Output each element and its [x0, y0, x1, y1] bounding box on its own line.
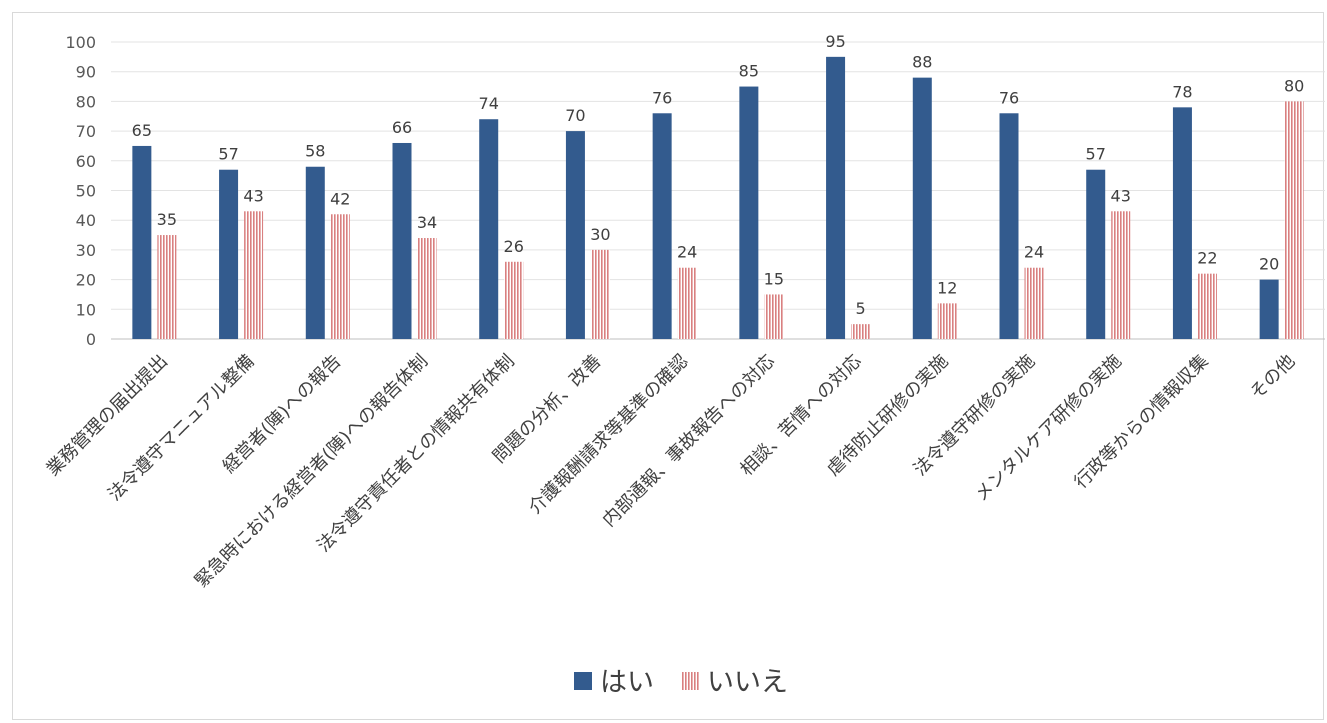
- data-label: 65: [132, 121, 152, 140]
- data-label: 43: [243, 186, 263, 205]
- bar-hai: [305, 166, 325, 339]
- bar-iie: [851, 324, 871, 339]
- data-label: 57: [1086, 145, 1106, 164]
- x-category-label: 内部通報、事故報告への対応: [599, 351, 779, 531]
- bar-iie: [1111, 211, 1131, 339]
- data-label: 34: [417, 213, 437, 232]
- data-label: 66: [392, 118, 412, 137]
- legend-swatch-iie: [681, 672, 699, 690]
- data-label: 76: [999, 88, 1019, 107]
- y-axis-ticks: 0 10 20 30 40 50 60 70 80 90 100: [65, 33, 96, 349]
- y-tick-label: 40: [76, 211, 96, 230]
- bar-iie: [504, 261, 524, 339]
- data-label: 22: [1197, 249, 1217, 268]
- data-label: 15: [764, 269, 784, 288]
- bar-iie: [330, 214, 350, 339]
- bar-hai: [565, 131, 585, 339]
- bar-hai: [479, 119, 499, 339]
- bar-iie: [1024, 267, 1044, 339]
- data-label: 24: [1024, 243, 1044, 262]
- bar-iie: [590, 249, 610, 339]
- data-label: 12: [937, 278, 957, 297]
- data-label: 58: [305, 142, 325, 161]
- y-tick-label: 30: [76, 241, 96, 260]
- y-tick-label: 50: [76, 182, 96, 201]
- bar-iie: [937, 303, 957, 339]
- bar-iie: [157, 235, 177, 339]
- bar-hai: [132, 145, 152, 339]
- legend-swatch-hai: [574, 672, 592, 690]
- data-label: 30: [590, 225, 610, 244]
- chart-frame: 0 10 20 30 40 50 60 70 80 90 100 65 35 57 43 58 42 66 34 7…: [12, 12, 1325, 720]
- bar-hai: [1259, 279, 1279, 339]
- data-labels: 65 35 57 43 58 42 66 34 74 26 70 30 76 24 85 15 95 5 88 12 7…: [132, 32, 1305, 318]
- bar-hai: [912, 77, 932, 339]
- data-label: 20: [1259, 255, 1279, 274]
- bar-hai: [219, 169, 239, 339]
- y-tick-label: 10: [76, 300, 96, 319]
- bar-iie: [677, 267, 697, 339]
- data-label: 24: [677, 243, 697, 262]
- x-category-label: その他: [1246, 351, 1299, 404]
- data-label: 80: [1284, 76, 1304, 95]
- bar-iie: [1284, 101, 1304, 340]
- bar-hai: [652, 113, 672, 339]
- category-labels: 業務管理の届出提出法令遵守マニュアル整備経営者(陣)への報告緊急時における経営者…: [43, 351, 1300, 592]
- y-tick-label: 20: [76, 271, 96, 290]
- data-label: 70: [565, 106, 585, 125]
- legend-label: いいえ: [707, 667, 788, 698]
- bar-hai: [999, 113, 1019, 339]
- bar-iie: [417, 238, 437, 339]
- y-tick-label: 70: [76, 122, 96, 141]
- y-tick-label: 60: [76, 152, 96, 171]
- legend: はい いいえ: [574, 667, 788, 698]
- data-label: 76: [652, 88, 672, 107]
- data-label: 88: [912, 53, 932, 72]
- y-tick-label: 100: [65, 33, 96, 52]
- x-category-label: メンタルケア研修の実施: [971, 351, 1126, 506]
- y-tick-label: 80: [76, 92, 96, 111]
- bar-hai: [1086, 169, 1106, 339]
- x-category-label: 法令遵守マニュアル整備: [104, 351, 258, 505]
- bar-hai: [392, 142, 412, 339]
- data-label: 43: [1111, 186, 1131, 205]
- y-tick-label: 90: [76, 63, 96, 82]
- data-label: 95: [825, 32, 845, 51]
- legend-label: はい: [600, 667, 654, 698]
- data-label: 26: [504, 237, 524, 256]
- y-tick-label: 0: [86, 330, 96, 349]
- data-label: 85: [739, 62, 759, 81]
- bar-iie: [1197, 273, 1217, 339]
- bar-hai: [1172, 107, 1192, 339]
- bar-iie: [244, 211, 264, 339]
- bar-chart: 0 10 20 30 40 50 60 70 80 90 100 65 35 57 43 58 42 66 34 7…: [43, 32, 1325, 698]
- data-label: 35: [157, 210, 177, 229]
- data-label: 5: [855, 299, 865, 318]
- data-label: 57: [218, 145, 238, 164]
- bar-iie: [764, 294, 784, 339]
- x-category-label: 介護報酬請求等基準の確認: [525, 351, 693, 519]
- data-label: 42: [330, 189, 350, 208]
- bar-hai: [739, 86, 759, 339]
- gridlines: [111, 41, 1325, 340]
- bar-hai: [826, 56, 846, 339]
- bars: [132, 56, 1304, 340]
- data-label: 74: [479, 94, 499, 113]
- data-label: 78: [1172, 82, 1192, 101]
